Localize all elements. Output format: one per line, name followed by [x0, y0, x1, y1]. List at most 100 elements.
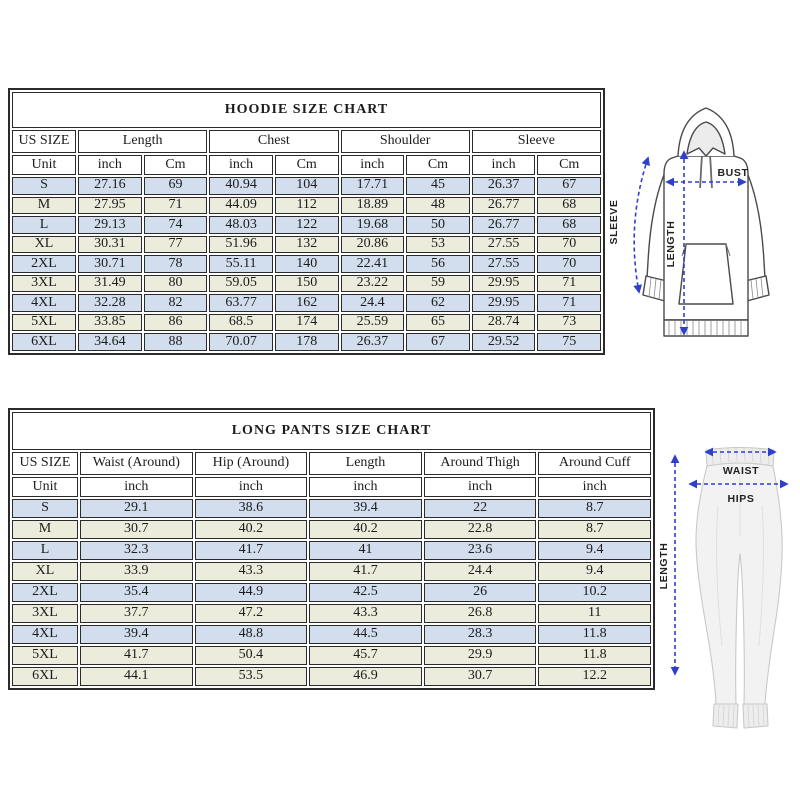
- size-row-5xl: 5XL 33.85 86 68.5 174 25.59 65 28.74 73: [12, 313, 601, 332]
- size-row-xl: XL 33.9 43.3 41.7 24.4 9.4: [12, 562, 651, 581]
- column-header-row: US SIZE Waist (Around) Hip (Around) Length A…: [12, 452, 651, 475]
- size-row-6xl: 6XL 34.64 88 70.07 178 26.37 67 29.52 75: [12, 333, 601, 351]
- chart-title: LONG PANTS SIZE CHART: [12, 412, 651, 450]
- size-cell: 2XL: [12, 255, 76, 273]
- value-cell: 29.52: [471, 333, 536, 351]
- unit-cell: inch: [209, 155, 273, 175]
- us-size-header: US SIZE: [12, 452, 78, 475]
- value-cell: 162: [274, 294, 339, 312]
- value-cell: 30.7: [80, 520, 193, 539]
- value-cell: 47.2: [194, 604, 308, 623]
- column-header: Sleeve: [471, 130, 601, 153]
- value-cell: 68: [537, 196, 601, 215]
- value-cell: 17.71: [340, 177, 405, 195]
- title-row: HOODIE SIZE CHART: [12, 92, 601, 128]
- value-cell: 44.9: [194, 583, 308, 602]
- unit-cell: inch: [194, 477, 308, 497]
- value-cell: 42.5: [309, 583, 422, 602]
- unit-row: Unit inch inch inch inch inch: [12, 477, 651, 497]
- value-cell: 29.9: [423, 646, 537, 665]
- value-cell: 26.77: [471, 216, 536, 234]
- value-cell: 40.2: [309, 520, 422, 539]
- hoodie-size-chart-section: HOODIE SIZE CHART US SIZE Length Chest Shoul…: [8, 88, 605, 355]
- value-cell: 65: [406, 313, 470, 332]
- column-header: Shoulder: [340, 130, 470, 153]
- value-cell: 33.9: [80, 562, 193, 581]
- unit-cell: inch: [423, 477, 537, 497]
- column-header-row: US SIZE Length Chest Shoulder Sleeve: [12, 130, 601, 153]
- bust-label: BUST: [718, 167, 749, 179]
- size-cell: 3XL: [12, 604, 78, 623]
- value-cell: 37.7: [80, 604, 193, 623]
- unit-cell: inch: [471, 155, 536, 175]
- value-cell: 41: [309, 541, 422, 560]
- size-cell: L: [12, 541, 78, 560]
- value-cell: 33.85: [78, 313, 142, 332]
- column-header: Length: [309, 452, 422, 475]
- value-cell: 71: [537, 274, 601, 293]
- value-cell: 78: [143, 255, 208, 273]
- size-cell: 5XL: [12, 646, 78, 665]
- value-cell: 62: [406, 294, 470, 312]
- value-cell: 51.96: [209, 235, 273, 254]
- waist-label: WAIST: [723, 465, 759, 477]
- value-cell: 48.8: [194, 625, 308, 644]
- value-cell: 77: [143, 235, 208, 254]
- value-cell: 46.9: [309, 667, 422, 686]
- value-cell: 45.7: [309, 646, 422, 665]
- hoodie-drawing: [642, 107, 770, 337]
- value-cell: 178: [274, 333, 339, 351]
- value-cell: 41.7: [309, 562, 422, 581]
- value-cell: 26.37: [471, 177, 536, 195]
- value-cell: 67: [537, 177, 601, 195]
- size-row-6xl: 6XL 44.1 53.5 46.9 30.7 12.2: [12, 667, 651, 686]
- value-cell: 71: [143, 196, 208, 215]
- value-cell: 29.1: [80, 499, 193, 518]
- hoodie-size-table: HOODIE SIZE CHART US SIZE Length Chest Shoul…: [8, 88, 605, 355]
- value-cell: 74: [143, 216, 208, 234]
- pants-size-chart-section: LONG PANTS SIZE CHART US SIZE Waist (Aroun…: [8, 408, 655, 690]
- size-cell: M: [12, 196, 76, 215]
- size-cell: 4XL: [12, 294, 76, 312]
- value-cell: 22.8: [423, 520, 537, 539]
- size-row-l: L 32.3 41.7 41 23.6 9.4: [12, 541, 651, 560]
- column-header: Hip (Around): [194, 452, 308, 475]
- column-header: Around Cuff: [538, 452, 651, 475]
- value-cell: 44.1: [80, 667, 193, 686]
- value-cell: 53.5: [194, 667, 308, 686]
- value-cell: 27.16: [78, 177, 142, 195]
- value-cell: 132: [274, 235, 339, 254]
- value-cell: 32.28: [78, 294, 142, 312]
- value-cell: 122: [274, 216, 339, 234]
- size-cell: XL: [12, 235, 76, 254]
- size-row-3xl: 3XL 31.49 80 59.05 150 23.22 59 29.95 71: [12, 274, 601, 293]
- size-cell: 6XL: [12, 333, 76, 351]
- column-header: Waist (Around): [80, 452, 193, 475]
- size-row-4xl: 4XL 39.4 48.8 44.5 28.3 11.8: [12, 625, 651, 644]
- value-cell: 140: [274, 255, 339, 273]
- value-cell: 44.5: [309, 625, 422, 644]
- value-cell: 25.59: [340, 313, 405, 332]
- value-cell: 43.3: [194, 562, 308, 581]
- value-cell: 22.41: [340, 255, 405, 273]
- size-row-2xl: 2XL 35.4 44.9 42.5 26 10.2: [12, 583, 651, 602]
- size-row-m: M 30.7 40.2 40.2 22.8 8.7: [12, 520, 651, 539]
- value-cell: 9.4: [538, 541, 651, 560]
- value-cell: 44.09: [209, 196, 273, 215]
- unit-cell: inch: [309, 477, 422, 497]
- value-cell: 28.74: [471, 313, 536, 332]
- sleeve-arrow: [633, 156, 650, 294]
- unit-row: Unit inch Cm inch Cm inch Cm inch Cm: [12, 155, 601, 175]
- pants-drawing: [695, 446, 783, 729]
- size-row-m: M 27.95 71 44.09 112 18.89 48 26.77 68: [12, 196, 601, 215]
- size-cell: 6XL: [12, 667, 78, 686]
- value-cell: 27.95: [78, 196, 142, 215]
- column-header: Around Thigh: [423, 452, 537, 475]
- value-cell: 23.22: [340, 274, 405, 293]
- size-cell: 4XL: [12, 625, 78, 644]
- value-cell: 9.4: [538, 562, 651, 581]
- value-cell: 82: [143, 294, 208, 312]
- value-cell: 12.2: [538, 667, 651, 686]
- pants-length-label: LENGTH: [660, 543, 670, 590]
- size-cell: L: [12, 216, 76, 234]
